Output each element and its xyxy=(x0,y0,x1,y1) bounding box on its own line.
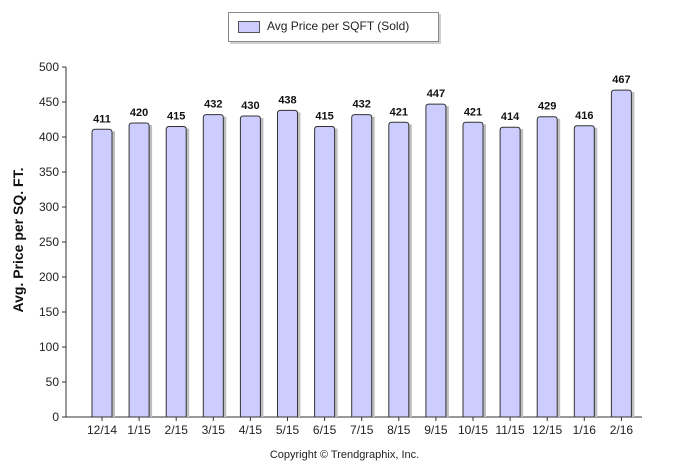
y-tick-label: 0 xyxy=(52,410,59,424)
chart-data-labels: 411 420 415 432 430 438 415 432 421 447 421 414 429 4… xyxy=(93,74,630,125)
bar xyxy=(462,121,484,418)
bar xyxy=(610,89,632,418)
x-tick-label: 6/15 xyxy=(313,423,337,437)
x-tick-label: 2/16 xyxy=(610,423,634,437)
data-label: 421 xyxy=(390,106,408,118)
x-tick-label: 1/16 xyxy=(573,423,597,437)
copyright-text: Copyright © Trendgraphix, Inc. xyxy=(269,449,420,461)
x-tick-label: 3/15 xyxy=(202,423,226,437)
bar xyxy=(128,122,150,418)
x-tick-label: 12/14 xyxy=(87,423,117,437)
data-label: 414 xyxy=(501,111,520,123)
y-tick-label: 150 xyxy=(39,305,59,319)
data-label: 411 xyxy=(93,113,111,125)
bar xyxy=(91,128,113,418)
x-tick-label: 4/15 xyxy=(239,423,263,437)
data-label: 447 xyxy=(427,88,445,100)
bar xyxy=(314,126,336,418)
x-tick-label: 8/15 xyxy=(387,423,411,437)
bar xyxy=(277,109,298,418)
bar xyxy=(165,126,187,418)
y-tick-label: 250 xyxy=(39,235,59,249)
x-tick-label: 7/15 xyxy=(350,423,374,437)
data-label: 429 xyxy=(538,101,556,113)
x-tick-label: 10/15 xyxy=(458,423,488,437)
data-label: 416 xyxy=(575,110,593,122)
bar xyxy=(536,116,558,418)
legend-label: Avg Price per SQFT (Sold) xyxy=(267,19,410,33)
data-label: 432 xyxy=(204,99,222,111)
data-label: 438 xyxy=(278,94,296,106)
bar xyxy=(388,121,410,418)
x-tick-label: 11/15 xyxy=(496,423,525,437)
chart-bars xyxy=(91,89,635,418)
bar xyxy=(202,114,224,418)
bar xyxy=(351,114,373,418)
y-tick-label: 300 xyxy=(39,200,59,214)
y-tick-label: 350 xyxy=(39,165,59,179)
x-tick-label: 9/15 xyxy=(424,423,448,437)
y-tick-label: 500 xyxy=(39,60,59,74)
x-tick-label: 12/15 xyxy=(532,423,562,437)
y-tick-label: 100 xyxy=(39,340,59,354)
bar xyxy=(425,103,447,418)
data-label: 421 xyxy=(464,106,482,118)
y-axis-label: Avg. Price per SQ. FT. xyxy=(10,167,26,313)
y-tick-label: 200 xyxy=(39,270,59,284)
data-label: 420 xyxy=(130,107,148,119)
x-tick-label: 5/15 xyxy=(276,423,300,437)
data-label: 467 xyxy=(612,74,630,86)
bar xyxy=(239,115,261,418)
y-tick-label: 450 xyxy=(39,95,59,109)
data-label: 415 xyxy=(167,111,185,123)
legend-swatch xyxy=(238,21,260,33)
chart-axes: 0 50 100 150 200 250 300 350 400 450 500 12/14 1/15 2… xyxy=(39,60,642,437)
legend: Avg Price per SQFT (Sold) xyxy=(228,12,439,42)
y-tick-label: 50 xyxy=(46,375,60,389)
x-tick-label: 2/15 xyxy=(165,423,189,437)
data-label: 432 xyxy=(353,99,371,111)
x-tick-label: 1/15 xyxy=(127,423,151,437)
data-label: 430 xyxy=(241,100,259,112)
data-label: 415 xyxy=(315,111,333,123)
bar xyxy=(499,126,521,418)
bar xyxy=(573,125,595,418)
y-tick-label: 400 xyxy=(39,130,59,144)
